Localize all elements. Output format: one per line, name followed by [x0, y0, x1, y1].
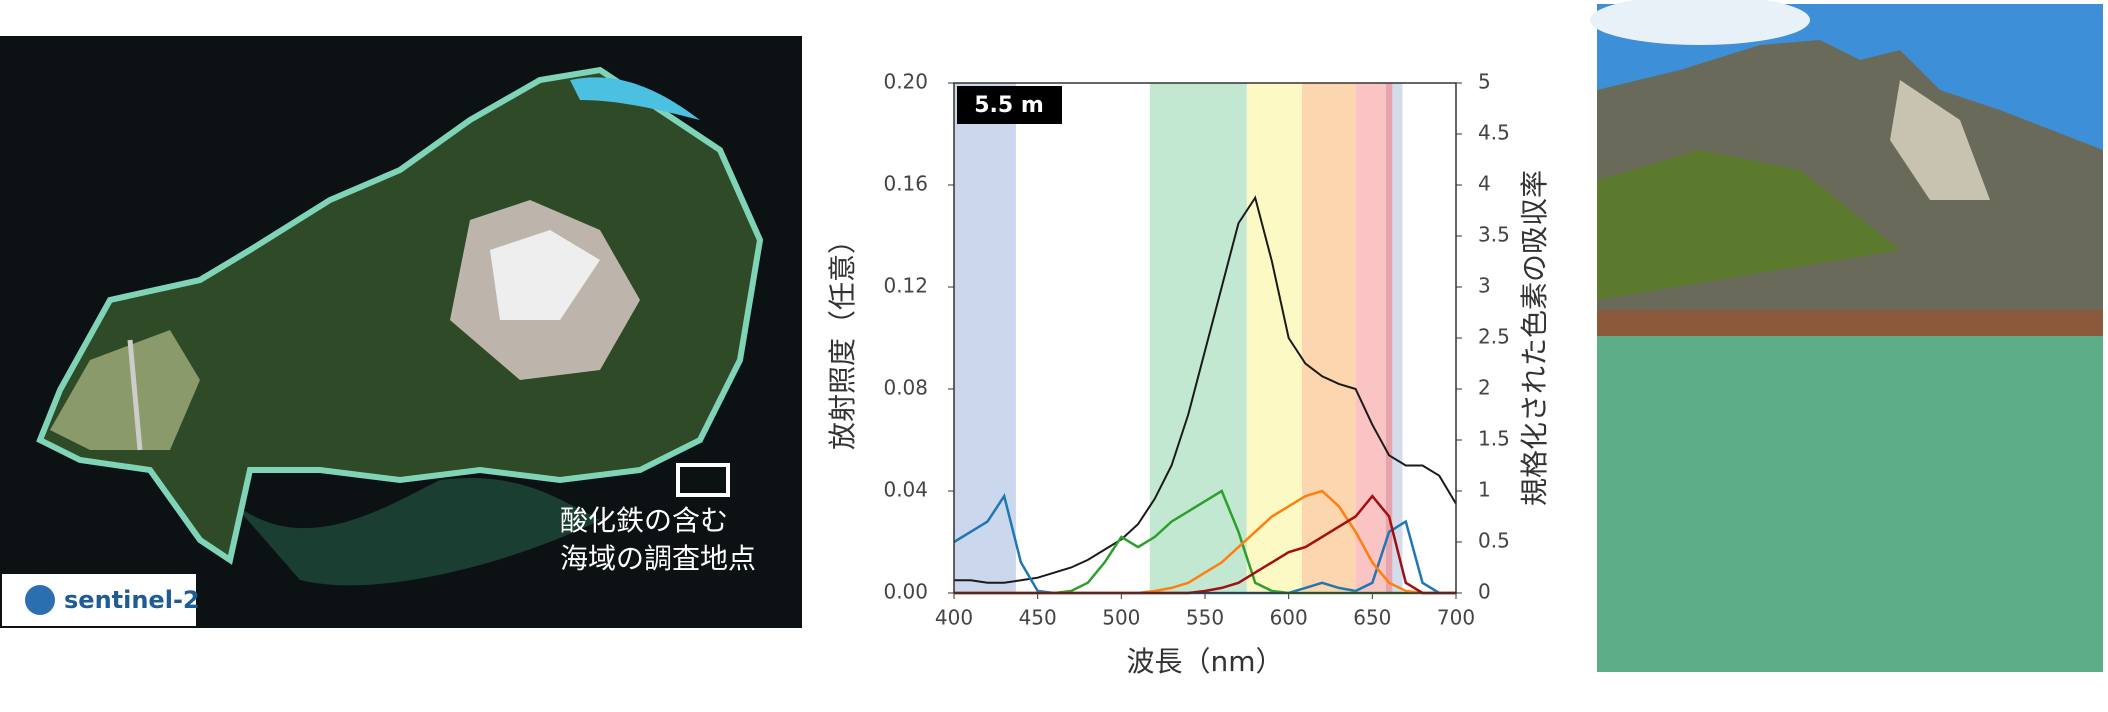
y-tick-label: 0.12 — [883, 274, 928, 298]
annotation: 酸化鉄の含む — [560, 504, 728, 537]
band — [1149, 83, 1247, 593]
satellite-image: 酸化鉄の含む 海域の調査地点 sentinel-2 — [0, 36, 802, 628]
y2-tick-label: 1 — [1478, 478, 1491, 502]
island — [36, 66, 764, 565]
chart: 400 450 500 550 600 650 7000.000.040.080.120.1… — [826, 70, 1551, 679]
band — [1355, 83, 1386, 593]
band — [954, 83, 1016, 593]
y-tick-label: 0.00 — [883, 580, 928, 604]
vegetation — [1597, 150, 1900, 300]
series-line — [954, 195, 1457, 584]
y2-tick-label: 4 — [1478, 172, 1491, 196]
y-tick-label: 0.20 — [883, 70, 928, 94]
band — [1302, 83, 1356, 593]
sea — [1597, 336, 2103, 672]
y2-tick-label: 3 — [1478, 274, 1491, 298]
y-axis-label: 放射照度（任意） — [826, 226, 859, 450]
turbid-water — [230, 478, 600, 586]
y2-tick-label: 3.5 — [1478, 223, 1510, 247]
logo-icon — [25, 585, 55, 615]
x-tick-label: 550 — [1186, 606, 1224, 630]
fumarole — [1890, 80, 1990, 200]
y2-tick-label: 1.5 — [1478, 427, 1510, 451]
coastal-water — [570, 77, 700, 120]
x-tick-label: 450 — [1019, 606, 1057, 630]
plot-frame — [953, 82, 1457, 594]
depth-label: 5.5 m — [974, 93, 1044, 118]
y2-tick-label: 2 — [1478, 376, 1491, 400]
band — [1246, 83, 1303, 593]
y-tick-label: 0.08 — [883, 376, 928, 400]
x-tick-label: 650 — [1353, 606, 1391, 630]
band — [1385, 83, 1393, 593]
farmland — [50, 330, 200, 450]
annotation: 海域の調査地点 — [560, 542, 756, 575]
y2-tick-label: 0 — [1478, 580, 1491, 604]
y2-tick-label: 4.5 — [1478, 121, 1510, 145]
photo — [1590, 0, 2103, 672]
x-axis-label: 波長（nm） — [1126, 645, 1283, 678]
x-tick-label: 700 — [1437, 606, 1475, 630]
band — [1392, 83, 1403, 593]
x-tick-label: 400 — [935, 606, 973, 630]
y2-tick-label: 0.5 — [1478, 529, 1510, 553]
summit-snow — [490, 230, 600, 320]
cloud — [1590, 0, 1810, 45]
y2-axis-label: 規格化された色素の吸収率 — [1518, 170, 1551, 506]
airstrip — [127, 339, 143, 451]
logo: sentinel-2 — [64, 586, 200, 614]
shore — [1597, 310, 2103, 336]
y2-tick-label: 2.5 — [1478, 325, 1510, 349]
y-tick-label: 0.04 — [883, 478, 928, 502]
y-tick-label: 0.16 — [883, 172, 928, 196]
y2-tick-label: 5 — [1478, 70, 1491, 94]
label-box — [957, 86, 1062, 124]
x-tick-label: 600 — [1270, 606, 1308, 630]
survey-site-box — [676, 463, 730, 497]
x-tick-label: 500 — [1102, 606, 1140, 630]
